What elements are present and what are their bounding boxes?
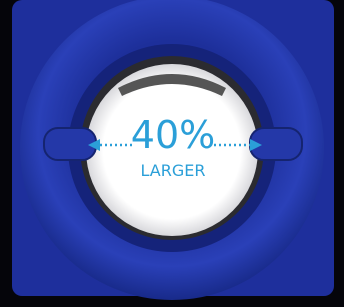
- caption-label: LARGER: [141, 161, 206, 180]
- left-tab: [44, 128, 96, 160]
- percent-label: 40%: [131, 113, 215, 157]
- product-photo: 40% LARGER: [0, 0, 344, 307]
